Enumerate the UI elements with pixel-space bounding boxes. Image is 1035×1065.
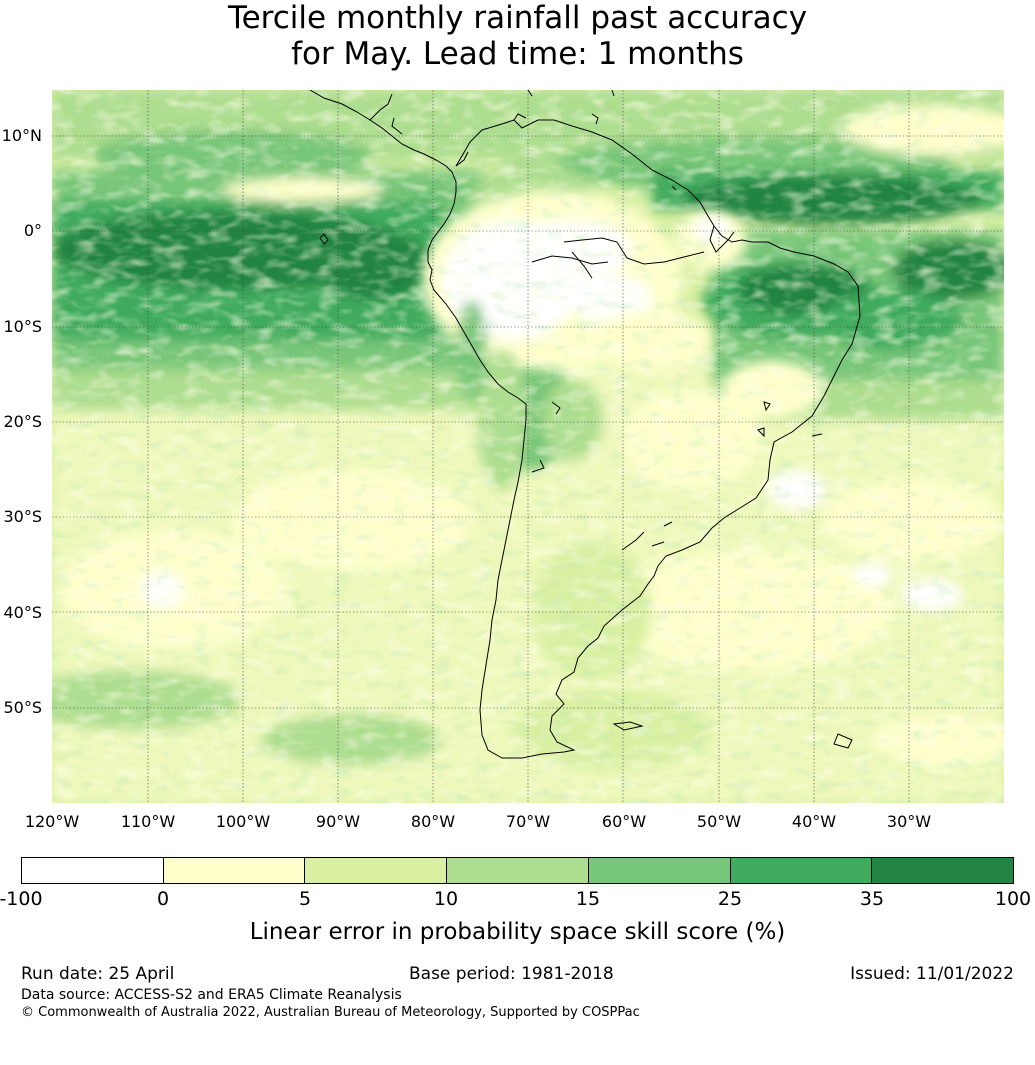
- graticule: [52, 90, 1004, 803]
- skill-score-map: [52, 90, 1004, 803]
- colorbar-tick-35: 35: [859, 888, 885, 910]
- lat-label-0: 0°: [23, 221, 42, 240]
- colorbar-segment-0-5: [163, 858, 306, 883]
- colorbar-tick-100: 100: [994, 888, 1032, 910]
- run-date: Run date: 25 April: [21, 964, 175, 984]
- copyright: © Commonwealth of Australia 2022, Austra…: [21, 1005, 640, 1020]
- lat-label-20s: 20°S: [3, 412, 42, 431]
- base-period: Base period: 1981-2018: [409, 964, 614, 984]
- lat-label-30s: 30°S: [3, 507, 42, 526]
- colorbar-segment-10-15: [447, 858, 589, 883]
- colorbar-label: Linear error in probability space skill …: [249, 919, 786, 945]
- lon-label-60w: 60°W: [601, 812, 647, 831]
- colorbar: [21, 857, 1014, 884]
- lat-label-50s: 50°S: [3, 698, 42, 717]
- colorbar-segment-15-25: [588, 858, 731, 883]
- issued-date: Issued: 11/01/2022: [850, 964, 1014, 984]
- map-title-line-2: for May. Lead time: 1 months: [291, 36, 744, 72]
- lat-label-40s: 40°S: [3, 603, 42, 622]
- lon-label-40w: 40°W: [791, 812, 837, 831]
- lon-label-70w: 70°W: [505, 812, 551, 831]
- lon-label-30w: 30°W: [886, 812, 932, 831]
- map-title-line-1: Tercile monthly rainfall past accuracy: [227, 0, 808, 36]
- colorbar-tick-5: 5: [298, 888, 312, 910]
- lon-label-90w: 90°W: [315, 812, 361, 831]
- colorbar-segment-25-35: [730, 858, 873, 883]
- colorbar-segment-neg100-0: [22, 858, 164, 883]
- lon-label-100w: 100°W: [215, 812, 271, 831]
- data-source: Data source: ACCESS-S2 and ERA5 Climate …: [21, 987, 402, 1003]
- lon-label-50w: 50°W: [696, 812, 742, 831]
- lat-label-10s: 10°S: [3, 317, 42, 336]
- lon-label-80w: 80°W: [410, 812, 456, 831]
- colorbar-tick-neg100: -100: [0, 888, 43, 910]
- colorbar-tick-15: 15: [575, 888, 601, 910]
- colorbar-tick-0: 0: [156, 888, 170, 910]
- lat-label-10n: 10°N: [1, 126, 42, 145]
- map-canvas: [52, 90, 1004, 803]
- colorbar-segment-35-100: [872, 858, 1014, 883]
- lon-label-110w: 110°W: [120, 812, 176, 831]
- colorbar-tick-25: 25: [717, 888, 743, 910]
- lon-label-120w: 120°W: [24, 812, 80, 831]
- colorbar-segment-5-10: [305, 858, 448, 883]
- coastline: [309, 90, 861, 759]
- colorbar-tick-10: 10: [433, 888, 459, 910]
